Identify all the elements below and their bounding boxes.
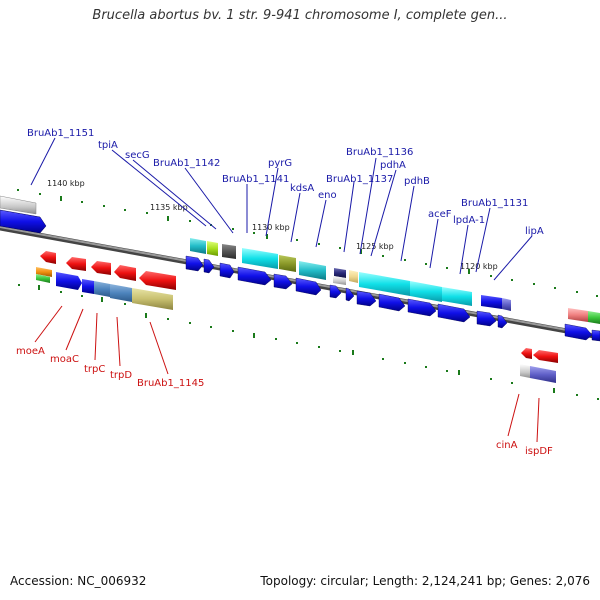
- scale-label: 1140 kbp: [47, 179, 85, 188]
- gene-label[interactable]: BruAb1_1141: [222, 174, 289, 185]
- gene-label[interactable]: moeA: [16, 346, 45, 357]
- gene-label[interactable]: pyrG: [268, 158, 292, 169]
- gene-label[interactable]: lpdA-1: [453, 215, 485, 226]
- gene-label[interactable]: trpC: [84, 364, 105, 375]
- gene-block-reverse-right[interactable]: [520, 348, 558, 383]
- gene-label[interactable]: BruAb1_1137: [326, 174, 393, 185]
- gene-label[interactable]: pdhA: [380, 160, 406, 171]
- gene-label[interactable]: BruAb1_1151: [27, 128, 94, 139]
- scale-ruler-lower: [18, 284, 599, 400]
- label-leaders-forward: [30, 137, 533, 281]
- gene-label[interactable]: kdsA: [290, 183, 314, 194]
- genome-summary: Topology: circular; Length: 2,124,241 bp…: [260, 574, 590, 588]
- scale-label: 1120 kbp: [460, 262, 498, 271]
- gene-block-forward-colored[interactable]: [190, 238, 600, 324]
- gene-label[interactable]: lipA: [525, 226, 544, 237]
- scale-ruler-upper: [17, 189, 598, 297]
- gene-label[interactable]: eno: [318, 190, 337, 201]
- scale-label: 1125 kbp: [356, 242, 394, 251]
- gene-block-forward-blue[interactable]: [185, 255, 600, 342]
- gene-label[interactable]: cinA: [496, 440, 518, 451]
- gene-label[interactable]: BruAb1_1145: [137, 378, 204, 389]
- gene-label[interactable]: ispDF: [525, 446, 553, 457]
- gene-label[interactable]: moaC: [50, 354, 79, 365]
- accession-label: Accession: NC_006932: [10, 574, 147, 588]
- gene-label[interactable]: trpD: [110, 370, 132, 381]
- gene-block-reverse-left[interactable]: [36, 251, 176, 310]
- gene-label[interactable]: BruAb1_1136: [346, 147, 413, 158]
- scale-label: 1130 kbp: [252, 223, 290, 232]
- genome-title: Brucella abortus bv. 1 str. 9-941 chromo…: [92, 8, 508, 23]
- gene-label[interactable]: BruAb1_1131: [461, 198, 528, 209]
- gene-label[interactable]: BruAb1_1142: [153, 158, 220, 169]
- gene-block-left-forward[interactable]: [0, 195, 47, 234]
- gene-label[interactable]: aceF: [428, 209, 452, 220]
- gene-label[interactable]: tpiA: [98, 140, 118, 151]
- scale-label: 1135 kbp: [150, 203, 188, 212]
- gene-label[interactable]: pdhB: [404, 176, 430, 187]
- gene-label[interactable]: secG: [125, 150, 150, 161]
- label-leaders-reverse: [34, 305, 540, 443]
